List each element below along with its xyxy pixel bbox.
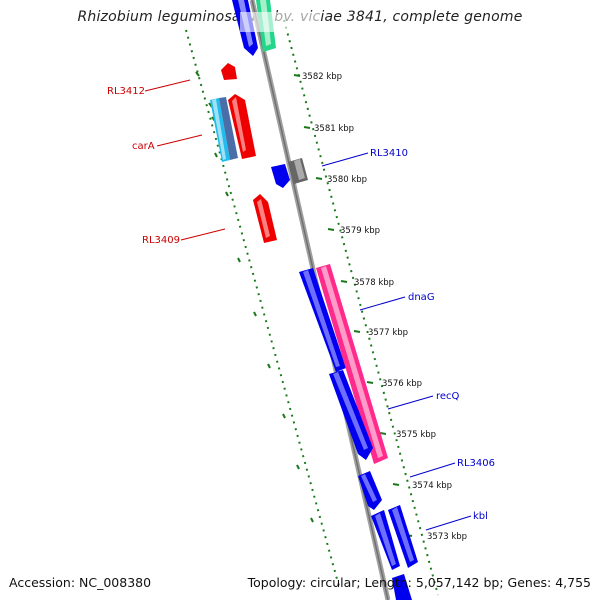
gene-dnaG-light — [303, 270, 340, 367]
tick-label-3576: 3576 kbp — [382, 379, 422, 389]
kbp-tick-marks — [293, 74, 413, 537]
gene-RL3410-grey-light — [294, 159, 305, 180]
kbp-tick-labels: 3582 kbp 3581 kbp 3580 kbp 3579 kbp 3578… — [302, 72, 467, 542]
gene-bottom-blue[interactable] — [392, 574, 412, 600]
inner-tick-track — [283, 19, 439, 596]
gene-carA-light — [232, 97, 246, 152]
gene-kbl-a-light — [375, 513, 396, 566]
forward-leader-lines — [321, 152, 472, 531]
tick-label-3581: 3581 kbp — [314, 124, 354, 134]
gene-RL3406-light — [361, 474, 377, 502]
label-RL3406: RL3406 — [457, 458, 495, 469]
tick-label-3573: 3573 kbp — [427, 532, 467, 542]
tick-label-3582: 3582 kbp — [302, 72, 342, 82]
tick-label-3578: 3578 kbp — [354, 278, 394, 288]
title-backdrop — [240, 12, 320, 32]
gene-RL3410[interactable] — [271, 164, 290, 188]
reverse-leader-lines — [144, 79, 226, 241]
gene-carA-steel[interactable] — [219, 97, 238, 160]
label-carA: carA — [132, 141, 155, 152]
label-RL3410: RL3410 — [370, 148, 408, 159]
gene-recQ-light — [333, 372, 368, 450]
accession-text: Accession: NC_008380 — [9, 575, 152, 590]
gene-RL3412[interactable] — [221, 63, 237, 80]
label-kbl: kbl — [473, 511, 488, 522]
label-RL3409: RL3409 — [142, 235, 180, 246]
label-recQ: recQ — [436, 391, 460, 402]
tick-label-3580: 3580 kbp — [327, 175, 367, 185]
tick-label-3579: 3579 kbp — [340, 226, 380, 236]
tick-label-3574: 3574 kbp — [412, 481, 452, 491]
outer-tick-track — [185, 29, 341, 591]
topology-text: Topology: circular; Length: 5,057,142 bp… — [247, 575, 591, 590]
gene-pink-long-light — [321, 266, 383, 458]
outer-major-ticks — [195, 71, 314, 523]
gene-carA-cyan-light — [212, 99, 226, 160]
tick-label-3575: 3575 kbp — [396, 430, 436, 440]
gene-RL3409-light — [257, 199, 270, 238]
label-dnaG: dnaG — [408, 292, 435, 303]
tick-label-3577: 3577 kbp — [368, 328, 408, 338]
gene-kbl-light — [392, 507, 414, 562]
label-RL3412: RL3412 — [107, 86, 145, 97]
